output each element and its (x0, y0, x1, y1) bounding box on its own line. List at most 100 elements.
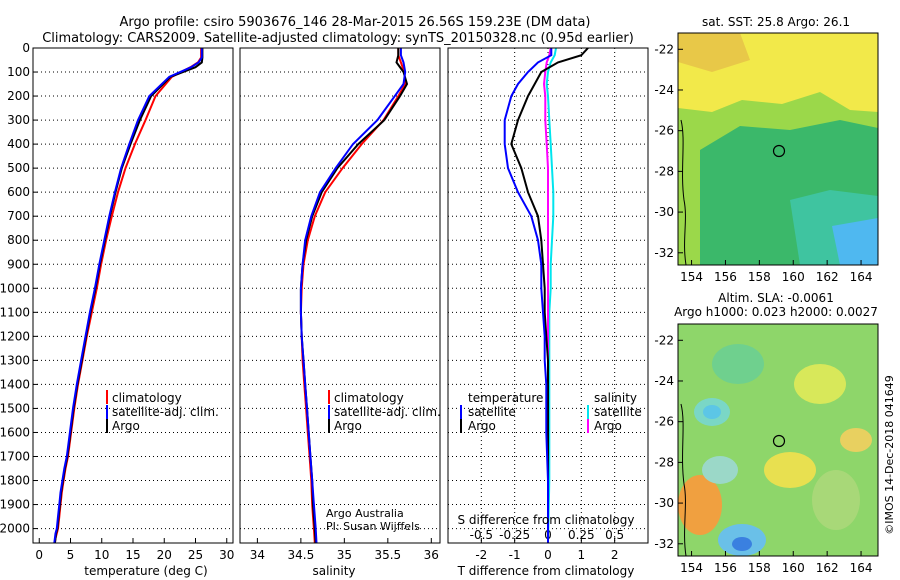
imos-watermark: ©IMOS 14-Dec-2018 041649 (883, 375, 896, 535)
series-line-satellite-adj (299, 48, 407, 544)
legend-label-climatology: climatology (112, 391, 182, 405)
x-tick-label: 35 (337, 548, 352, 562)
temperature-axes-frame (32, 47, 234, 544)
legend-temperature-heading: temperature (468, 391, 543, 405)
sst-coldest-patch (832, 218, 878, 265)
sla-mid-patch (812, 470, 860, 530)
sla-low-eddy (712, 344, 764, 384)
sla-coastline (680, 403, 687, 557)
legend-label-t-argo: Argo (468, 419, 496, 433)
legend-label-argo: Argo (112, 419, 140, 433)
sla-map-title-line2: Argo h1000: 0.023 h2000: 0.0027 (674, 305, 878, 319)
lat-tick-label: -28 (654, 455, 674, 469)
x-tick-label: 2 (611, 548, 619, 562)
series-line-argo (299, 48, 409, 544)
sst-map-frame (677, 32, 879, 266)
temperature-grid (33, 47, 233, 530)
lat-tick-label: -24 (654, 374, 674, 388)
lat-tick-label: -32 (654, 537, 674, 551)
x-tick-label: 1 (578, 548, 586, 562)
depth-tick-label: 1300 (0, 353, 30, 367)
depth-tick-label: 500 (7, 161, 30, 175)
temperature-depth-ticks: 0 100 200 300 400 500 600 700 800 900 1000 1100 1200… (0, 41, 38, 536)
depth-tick-label: 1000 (0, 281, 30, 295)
depth-tick-label: 600 (7, 185, 30, 199)
lat-tick-label: -26 (654, 415, 674, 429)
x-tick-label: 25 (188, 548, 203, 562)
legend-salinity-heading: salinity (594, 391, 637, 405)
legend-label-argo: Argo (334, 419, 362, 433)
lon-tick-label: 154 (680, 270, 703, 284)
sla-map-frame (677, 323, 879, 557)
salinity-x-ticks: 34 34.5 35 35.5 36 (250, 538, 439, 562)
temperature-x-ticks: 0 5 10 15 20 25 30 (35, 538, 234, 562)
sla-high-eddy (678, 475, 722, 535)
lon-tick-label: 160 (782, 561, 805, 575)
depth-tick-label: 1100 (0, 305, 30, 319)
temperature-panel: 0100200300400500600700800900100011001200… (0, 41, 234, 578)
x-tick-label: 5 (67, 548, 75, 562)
sst-profile-location-marker (772, 144, 786, 158)
difference-s-ticks: -0.5 -0.25 0 0.25 0.5 (470, 528, 625, 542)
salinity-panel: 34 34.5 35 35.5 36 salinity climatology sate… (239, 47, 441, 578)
t-difference-label: T difference from climatology (457, 564, 635, 578)
sla-map-title-line1: Altim. SLA: -0.0061 (718, 291, 834, 305)
depth-tick-label: 900 (7, 257, 30, 271)
depth-tick-label: 1600 (0, 425, 30, 439)
sla-low-eddy-core (703, 405, 721, 419)
sla-high-eddy (794, 364, 846, 404)
depth-tick-label: 700 (7, 209, 30, 223)
series-line-climatology (53, 48, 203, 544)
sla-field (678, 324, 878, 557)
legend-label-t-satellite: satellite (468, 405, 516, 419)
depth-tick-label: 1800 (0, 474, 30, 488)
lon-tick-label: 156 (714, 270, 737, 284)
lat-tick-label: -30 (654, 205, 674, 219)
legend-label-s-argo: Argo (594, 419, 622, 433)
series-line-climatology (299, 48, 407, 544)
s-difference-label: S difference from climatology (458, 513, 635, 527)
legend-label-satellite: satellite-adj. clim. (334, 405, 441, 419)
lat-tick-label: -26 (654, 124, 674, 138)
depth-tick-label: 1700 (0, 449, 30, 463)
credit-line2: PI: Susan Wijffels (326, 520, 420, 533)
sla-lat-ticks: -22 -24 -26 -28 -30 -32 (654, 333, 683, 551)
x-tick-label: 0 (35, 548, 43, 562)
difference-axes-frame (447, 47, 649, 544)
lon-tick-label: 164 (850, 270, 873, 284)
lon-tick-label: 162 (816, 561, 839, 575)
x-tick-label: -1 (509, 548, 521, 562)
salinity-grid (240, 47, 440, 530)
sst-map: sat. SST: 25.8 Argo: 26.1 -22 -24 -26 -28 -3… (654, 15, 879, 284)
lon-tick-label: 164 (850, 561, 873, 575)
lon-tick-label: 160 (782, 270, 805, 284)
x-tick-label: 10 (94, 548, 109, 562)
x-tick-label: 36 (424, 548, 439, 562)
x-tick-label: 34 (250, 548, 265, 562)
depth-tick-label: 800 (7, 233, 30, 247)
sst-field (678, 33, 878, 266)
depth-tick-label: 1500 (0, 401, 30, 415)
x-tick-label: 0 (544, 548, 552, 562)
sst-lon-ticks: 154 156 158 160 162 164 (680, 260, 873, 284)
depth-tick-label: 200 (7, 89, 30, 103)
x-tick-label: 15 (125, 548, 140, 562)
depth-tick-label: 400 (7, 137, 30, 151)
lon-tick-label: 156 (714, 561, 737, 575)
depth-tick-label: 1200 (0, 329, 30, 343)
depth-tick-label: 1400 (0, 377, 30, 391)
series-line-argo (53, 48, 204, 544)
temperature-series (53, 48, 204, 544)
credit-line1: Argo Australia (326, 507, 404, 520)
figure-title-line2: Climatology: CARS2009. Satellite-adjuste… (42, 31, 634, 46)
lon-tick-label: 158 (748, 561, 771, 575)
sst-map-title: sat. SST: 25.8 Argo: 26.1 (702, 15, 850, 29)
depth-tick-label: 1900 (0, 498, 30, 512)
sla-profile-location-marker (772, 434, 786, 448)
difference-legend: temperature satellite Argo salinity sate… (460, 391, 642, 433)
sst-warm-patch (678, 33, 750, 72)
x-tick-label: 34.5 (288, 548, 315, 562)
lat-tick-label: -24 (654, 83, 674, 97)
difference-series (503, 47, 589, 544)
